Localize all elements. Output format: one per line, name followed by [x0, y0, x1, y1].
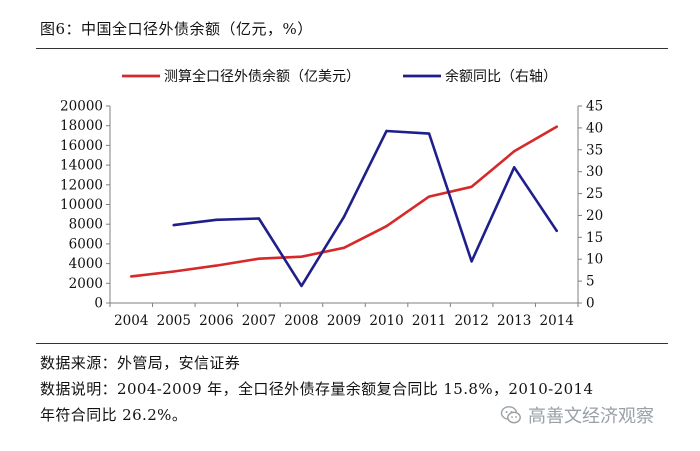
x-tick-label: 2009 — [327, 313, 361, 329]
right-tick-label: 20 — [586, 208, 603, 224]
data-point — [257, 257, 261, 260]
x-tick-label: 2005 — [157, 313, 191, 329]
watermark: 高善文经济观察 — [500, 402, 654, 428]
bottom-rule — [36, 343, 668, 344]
data-point — [300, 284, 303, 288]
x-tick-label: 2011 — [412, 313, 446, 329]
right-tick-label: 5 — [586, 274, 595, 290]
data-point — [130, 275, 133, 278]
legend-label: 测算全口径外债余额（亿美元） — [164, 68, 360, 85]
data-point — [300, 255, 303, 258]
data-point — [172, 270, 176, 273]
x-tick-label: 2007 — [242, 313, 276, 329]
data-point — [470, 260, 473, 263]
x-tick-label: 2013 — [497, 313, 531, 329]
left-tick-label: 4000 — [69, 256, 103, 272]
right-tick-label: 35 — [586, 142, 603, 158]
data-point — [257, 217, 261, 220]
x-tick-label: 2014 — [540, 313, 574, 329]
axes: 0 2000 4000 6000 8000 10000 12000 14000 16000 180… — [60, 99, 603, 330]
x-tick-label: 2008 — [284, 313, 318, 329]
right-tick-label: 25 — [586, 186, 603, 202]
left-tick-label: 0 — [94, 296, 103, 312]
data-point — [385, 129, 388, 133]
x-tick-label: 2012 — [454, 313, 488, 329]
data-point — [427, 195, 431, 198]
figure-title: 图6：中国全口径外债余额（亿元，%） — [40, 20, 313, 38]
left-tick-label: 14000 — [60, 158, 103, 174]
data-point — [427, 132, 431, 135]
right-tick-label: 0 — [586, 296, 595, 312]
series-line-2 — [172, 129, 559, 288]
right-tick-label: 40 — [586, 120, 603, 136]
data-description-line2: 年符合同比 26.2%。 — [40, 406, 188, 424]
x-tick-label: 2006 — [199, 313, 233, 329]
data-point — [555, 229, 558, 232]
right-tick-label: 30 — [586, 164, 603, 180]
left-tick-label: 18000 — [60, 118, 103, 134]
data-point — [512, 166, 516, 169]
data-point — [172, 223, 176, 227]
legend-label: 余额同比（右轴） — [445, 68, 557, 85]
right-tick-label: 10 — [586, 252, 603, 268]
left-tick-label: 12000 — [60, 177, 103, 193]
data-point — [555, 125, 558, 128]
data-point — [512, 150, 516, 153]
right-tick-label: 45 — [586, 99, 603, 115]
series-lines — [130, 125, 559, 288]
watermark-text: 高善文经济观察 — [528, 406, 654, 427]
data-point — [342, 215, 346, 218]
data-point — [385, 224, 388, 228]
legend: 测算全口径外债余额（亿美元） 余额同比（右轴） — [122, 68, 557, 85]
data-point — [215, 218, 218, 222]
x-tick-label: 2004 — [114, 313, 148, 329]
series-line-1 — [130, 125, 559, 278]
data-description-line1: 数据说明：2004-2009 年，全口径外债存量余额复合同比 15.8%，201… — [40, 380, 594, 398]
left-tick-label: 16000 — [60, 138, 103, 154]
left-tick-label: 6000 — [69, 236, 103, 252]
left-tick-label: 8000 — [69, 217, 103, 233]
left-tick-label: 2000 — [69, 276, 103, 292]
x-tick-label: 2010 — [369, 313, 403, 329]
left-tick-label: 20000 — [60, 99, 103, 115]
wechat-icon — [500, 406, 521, 424]
right-tick-label: 15 — [586, 230, 603, 246]
data-point — [342, 246, 346, 250]
left-tick-label: 10000 — [60, 197, 103, 213]
data-source: 数据来源：外管局，安信证券 — [40, 354, 241, 372]
data-point — [470, 185, 473, 188]
top-rule — [36, 48, 668, 49]
data-point — [215, 264, 218, 267]
